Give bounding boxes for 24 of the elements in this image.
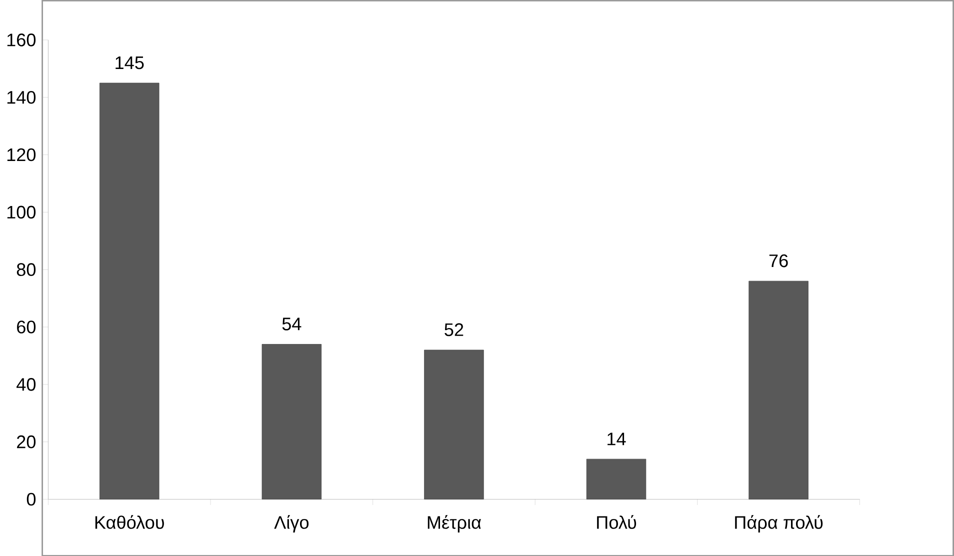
- bar: [424, 350, 484, 500]
- y-tick-label: 60: [17, 320, 36, 334]
- x-tick-label: Μέτρια: [428, 514, 481, 532]
- y-tick-label: 0: [26, 492, 36, 506]
- data-label: 54: [282, 318, 302, 330]
- bar: [586, 458, 646, 500]
- data-label: 76: [769, 254, 788, 267]
- y-tick-label: 140: [7, 90, 36, 104]
- x-tick-label: Πάρα πολύ: [735, 514, 823, 532]
- x-tick-label: Καθόλου: [95, 514, 164, 529]
- bar: [262, 344, 322, 500]
- bar: [100, 82, 160, 500]
- y-tick-label: 100: [7, 206, 36, 218]
- data-label: 14: [608, 432, 626, 445]
- bar: [748, 280, 808, 500]
- y-tick-label: 80: [16, 262, 36, 276]
- y-tick-label: 20: [17, 435, 36, 448]
- data-label: 145: [116, 56, 144, 69]
- y-tick-label: 40: [16, 378, 36, 391]
- x-tick-label: Λίγο: [274, 514, 309, 532]
- y-tick-label: 160: [7, 33, 36, 46]
- y-tick-label: 120: [7, 148, 36, 161]
- data-label: 52: [444, 323, 464, 336]
- x-tick-label: Πολύ: [597, 514, 636, 529]
